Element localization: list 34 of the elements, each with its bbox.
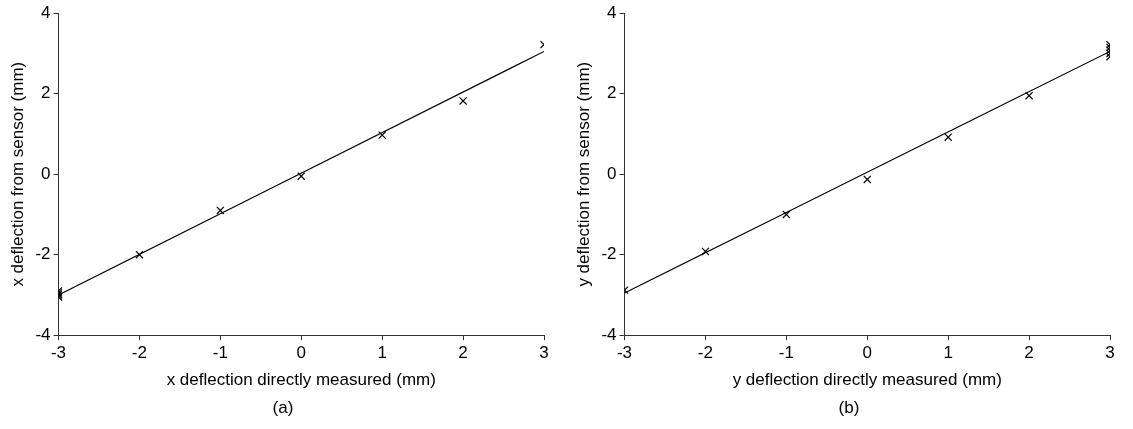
x-tick-label: 3 — [1105, 343, 1115, 363]
point — [297, 172, 306, 181]
x-tick-label: -2 — [131, 343, 147, 363]
y-tick-label: 2 — [41, 83, 51, 103]
y-tick-label: -4 — [601, 324, 617, 344]
text: (b) — [837, 398, 861, 418]
y-tick-label: -2 — [35, 244, 51, 264]
y-axis-title: x deflection from sensor (mm) — [7, 61, 27, 287]
x-tick-label: -2 — [697, 343, 713, 363]
x-tick-label: -3 — [50, 343, 67, 363]
x-tick-label: 2 — [1024, 343, 1034, 363]
x-tick-label: -1 — [778, 343, 794, 363]
y-tick-label: -2 — [601, 244, 617, 264]
text: (a) — [271, 398, 295, 418]
x-axis-title: x deflection directly measured (mm) — [166, 370, 436, 390]
x-tick-label: 0 — [862, 343, 872, 363]
x-axis-title: y deflection directly measured (mm) — [732, 370, 1002, 390]
y-tick-label: -4 — [35, 324, 51, 344]
point — [216, 206, 225, 215]
y-tick-label: 4 — [41, 2, 51, 22]
point — [135, 250, 144, 259]
point — [378, 131, 387, 140]
x-tick-label: 1 — [377, 343, 387, 363]
y-tick-label: 2 — [607, 83, 617, 103]
x-tick-label: -1 — [212, 343, 228, 363]
x-tick-label: -3 — [616, 343, 633, 363]
x-tick-label: 0 — [296, 343, 306, 363]
y-axis-title: y deflection from sensor (mm) — [573, 61, 593, 287]
y-tick-label: 0 — [41, 163, 51, 183]
x-tick-label: 2 — [458, 343, 468, 363]
x-tick-label: 1 — [943, 343, 953, 363]
y-tick-label: 0 — [607, 163, 617, 183]
x-tick-label: 3 — [539, 343, 549, 363]
y-tick-label: 4 — [607, 2, 617, 22]
